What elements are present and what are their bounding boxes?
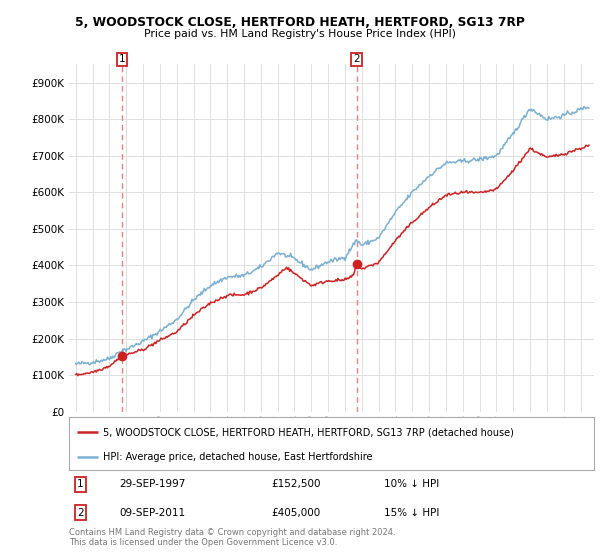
Text: 29-SEP-1997: 29-SEP-1997 [119,479,185,489]
Text: Price paid vs. HM Land Registry's House Price Index (HPI): Price paid vs. HM Land Registry's House … [144,29,456,39]
Text: 1: 1 [77,479,84,489]
Text: 15% ↓ HPI: 15% ↓ HPI [384,507,439,517]
Text: 09-SEP-2011: 09-SEP-2011 [119,507,185,517]
Text: 1: 1 [119,54,125,64]
Text: £152,500: £152,500 [271,479,320,489]
Text: 2: 2 [77,507,84,517]
Text: 5, WOODSTOCK CLOSE, HERTFORD HEATH, HERTFORD, SG13 7RP (detached house): 5, WOODSTOCK CLOSE, HERTFORD HEATH, HERT… [103,427,514,437]
Text: Contains HM Land Registry data © Crown copyright and database right 2024.
This d: Contains HM Land Registry data © Crown c… [69,528,395,547]
Text: 5, WOODSTOCK CLOSE, HERTFORD HEATH, HERTFORD, SG13 7RP: 5, WOODSTOCK CLOSE, HERTFORD HEATH, HERT… [75,16,525,29]
Text: £405,000: £405,000 [271,507,320,517]
Text: HPI: Average price, detached house, East Hertfordshire: HPI: Average price, detached house, East… [103,452,373,462]
Text: 10% ↓ HPI: 10% ↓ HPI [384,479,439,489]
Text: 2: 2 [353,54,360,64]
